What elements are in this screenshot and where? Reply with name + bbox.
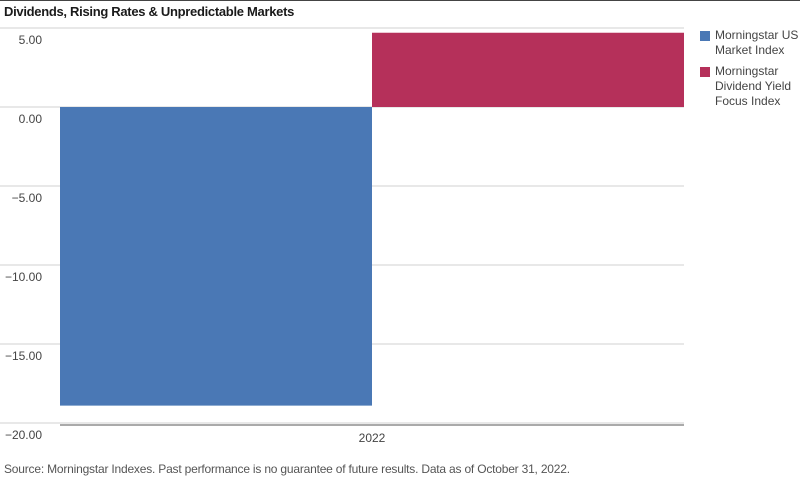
legend-swatch-us-market [700, 31, 710, 41]
legend-item-dividend-yield: Morningstar Dividend Yield Focus Index [700, 64, 800, 109]
bar-dividend-yield [372, 32, 684, 107]
y-tick-label: 0.00 [19, 112, 43, 126]
bar-us-market [60, 107, 372, 406]
chart-title: Dividends, Rising Rates & Unpredictable … [4, 4, 295, 19]
top-rule [0, 0, 800, 1]
legend-swatch-dividend-yield [700, 67, 710, 77]
y-tick-label: −10.00 [5, 270, 42, 284]
chart-legend: Morningstar US Market Index Morningstar … [700, 28, 800, 115]
legend-label-dividend-yield: Morningstar Dividend Yield Focus Index [715, 64, 792, 108]
legend-item-us-market: Morningstar US Market Index [700, 28, 800, 58]
y-tick-label: −15.00 [5, 349, 42, 363]
y-tick-label: −20.00 [5, 428, 42, 442]
y-tick-label: 5.00 [19, 33, 43, 47]
source-note: Source: Morningstar Indexes. Past perfor… [4, 462, 570, 476]
legend-label-us-market: Morningstar US Market Index [715, 28, 799, 57]
x-tick-label: 2022 [359, 431, 386, 445]
y-tick-label: −5.00 [12, 191, 43, 205]
chart-plot-area: 5.00 0.00 −5.00 −10.00 −15.00 −20.00 2022 [0, 27, 684, 445]
